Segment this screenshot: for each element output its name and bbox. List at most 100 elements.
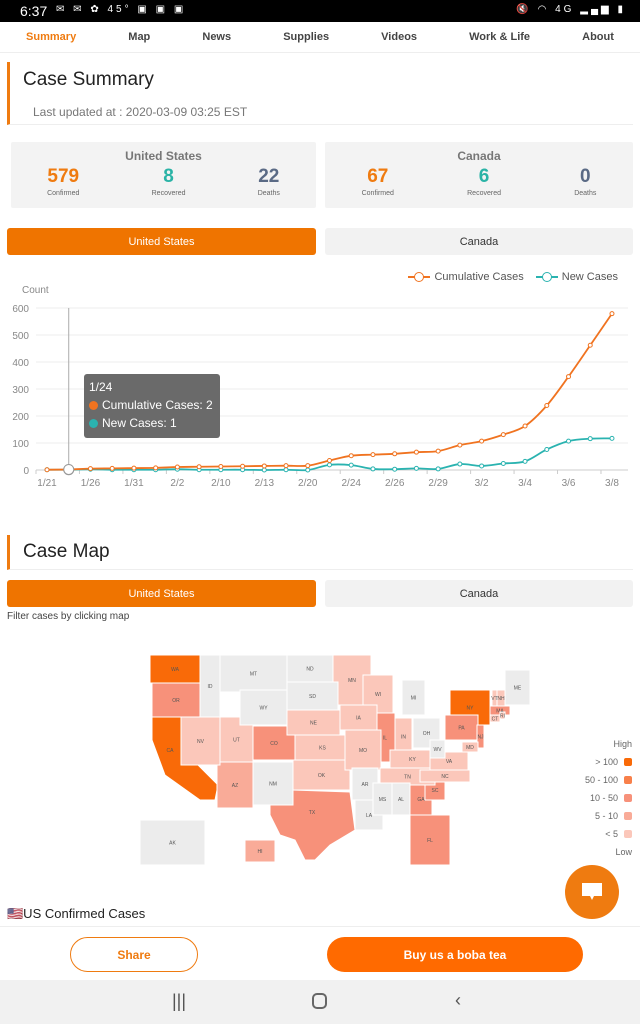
data-point: [305, 467, 311, 473]
data-point: [261, 463, 267, 469]
state-label: CO: [270, 741, 278, 747]
deaths-label: Deaths: [257, 190, 280, 197]
state-ks[interactable]: [294, 734, 351, 761]
recents-icon[interactable]: |||: [172, 991, 187, 1011]
map-toggle-us[interactable]: United States: [7, 580, 316, 607]
state-sd[interactable]: [286, 681, 339, 711]
state-label: OH: [423, 731, 431, 737]
home-icon[interactable]: [312, 993, 327, 1009]
state-label: GA: [417, 797, 425, 803]
state-nm[interactable]: [252, 761, 294, 806]
data-point: [479, 463, 485, 469]
state-wv[interactable]: [429, 739, 446, 759]
bin-label: < 5: [605, 829, 618, 839]
state-hi[interactable]: [244, 839, 276, 863]
nav-tab-summary[interactable]: Summary: [26, 31, 77, 43]
y-tick-label: 300: [12, 385, 29, 396]
last-updated: Last updated at : 2020-03-09 03:25 EST: [33, 105, 248, 119]
y-tick-label: 600: [12, 304, 29, 315]
y-tick-label: 100: [12, 439, 29, 450]
nav-tab-about[interactable]: About: [582, 31, 614, 43]
state-ia[interactable]: [339, 704, 378, 731]
chart-toggle-us[interactable]: United States: [7, 228, 316, 255]
summary-card-canada: Canada 67 Confirmed 6 Recovered 0 Deaths: [325, 142, 633, 208]
x-tick-label: 2/20: [298, 478, 318, 489]
state-label: CA: [167, 748, 175, 754]
confirmed-label: Confirmed: [361, 190, 394, 197]
confirmed-label: Confirmed: [47, 190, 80, 197]
share-button[interactable]: Share: [70, 937, 198, 972]
state-mi[interactable]: [401, 679, 426, 716]
chat-button[interactable]: [565, 865, 619, 919]
state-nv[interactable]: [180, 716, 221, 766]
data-point: [566, 374, 572, 380]
state-al[interactable]: [391, 782, 411, 816]
state-vt[interactable]: [491, 689, 498, 707]
data-point: [544, 402, 550, 408]
recovered-label: Recovered: [467, 190, 501, 197]
legend-new[interactable]: New Cases: [535, 271, 618, 283]
legend-bin[interactable]: < 5: [580, 825, 632, 843]
state-mt[interactable]: [219, 654, 288, 693]
chart-toggle-canada[interactable]: Canada: [325, 228, 633, 255]
state-label: WY: [259, 706, 268, 712]
data-point: [240, 463, 246, 469]
data-point: [174, 464, 180, 470]
status-bar: 6:37 ✉ ✉ ✿ 45° ▣ ▣ ▣ 🔇 ◠ 4G ▂▄▆ ▮: [0, 0, 640, 22]
data-point: [63, 463, 75, 475]
state-ak[interactable]: [139, 819, 206, 866]
nav-tab-map[interactable]: Map: [128, 31, 151, 43]
state-ri[interactable]: [499, 711, 506, 720]
state-pa[interactable]: [444, 714, 479, 741]
us-case-map[interactable]: WACANYORCOTXGAFLILSCPANJMAAZHINVUTNEKSOK…: [0, 640, 640, 880]
data-point: [109, 465, 115, 471]
x-tick-label: 2/10: [211, 478, 231, 489]
data-point: [587, 436, 593, 442]
legend-bin[interactable]: 10 - 50: [580, 789, 632, 807]
state-nj[interactable]: [476, 724, 485, 749]
nav-tab-supplies[interactable]: Supplies: [283, 31, 330, 43]
boba-tea-button[interactable]: Buy us a boba tea: [327, 937, 583, 972]
state-md[interactable]: [461, 741, 479, 753]
legend-label: New Cases: [561, 271, 618, 283]
tooltip-new: New Cases: 1: [102, 416, 177, 430]
state-label: MS: [379, 797, 387, 803]
map-toggle-canada[interactable]: Canada: [325, 580, 633, 607]
back-icon[interactable]: ‹: [455, 990, 461, 1010]
nav-tab-work-life[interactable]: Work & Life: [469, 31, 531, 43]
state-label: ID: [208, 684, 213, 690]
state-wy[interactable]: [239, 689, 288, 726]
data-point: [131, 465, 137, 471]
nav-tab-videos[interactable]: Videos: [381, 31, 418, 43]
state-label: KY: [409, 757, 416, 763]
legend-bin[interactable]: 5 - 10: [580, 807, 632, 825]
state-me[interactable]: [504, 669, 531, 706]
system-nav-bar: ||| ‹: [0, 980, 640, 1024]
state-label: AZ: [232, 783, 238, 789]
state-ok[interactable]: [292, 759, 351, 791]
state-label: VT: [491, 696, 497, 702]
legend-bin[interactable]: 50 - 100: [580, 771, 632, 789]
cases-line-chart[interactable]: Count 0 100 200 300 400 500 600 1/21 1/26 1/31 2/2 2…: [0, 280, 640, 495]
recovered-count: 6: [478, 166, 490, 187]
filter-hint: Filter cases by clicking map: [7, 611, 130, 622]
recovered-count: 8: [163, 166, 174, 187]
data-point: [457, 461, 463, 467]
state-label: NM: [269, 782, 277, 788]
tooltip-date: 1/24: [89, 380, 113, 394]
state-nd[interactable]: [286, 654, 334, 683]
nav-tab-news[interactable]: News: [202, 31, 232, 43]
top-nav: Summary Map News Supplies Videos Work & Life A…: [0, 22, 640, 53]
state-fl[interactable]: [409, 814, 451, 866]
state-ne[interactable]: [286, 709, 341, 736]
legend-cumulative[interactable]: Cumulative Cases: [408, 271, 524, 283]
status-temp: 45°: [107, 4, 132, 15]
data-point: [479, 438, 485, 444]
state-az[interactable]: [216, 761, 254, 809]
state-label: MI: [411, 696, 417, 702]
data-point: [522, 458, 528, 464]
data-point: [413, 465, 419, 471]
legend-bin[interactable]: > 100: [580, 753, 632, 771]
x-tick-label: 1/31: [124, 478, 144, 489]
notification-icons: ✉ ✉ ✿ 45° ▣ ▣ ▣: [56, 4, 187, 15]
